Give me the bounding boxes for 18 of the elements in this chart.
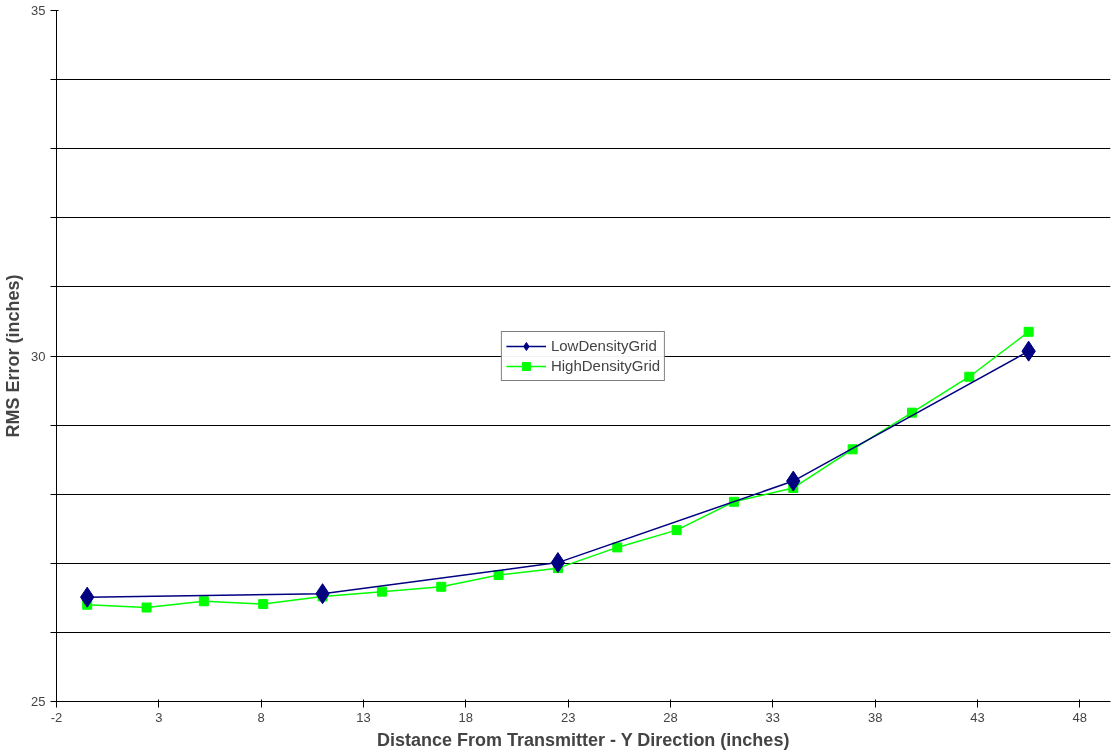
y-tick-label: 35 <box>31 3 46 18</box>
x-tick-label: 38 <box>867 709 883 725</box>
x-tick-label: 3 <box>155 709 163 725</box>
legend-label: HighDensityGrid <box>550 357 661 374</box>
x-tick-label: 8 <box>257 709 265 725</box>
x-tick-label: -2 <box>50 709 63 725</box>
y-axis-title: RMS Error (inches) <box>3 274 24 438</box>
y-tick-label: 30 <box>31 348 46 364</box>
x-tick-label: 18 <box>458 709 474 725</box>
x-tick-label: 43 <box>970 709 985 725</box>
x-tick-label: 48 <box>1072 709 1088 725</box>
y-tick-label: 25 <box>31 694 46 709</box>
x-tick-label: 13 <box>356 709 371 725</box>
x-tick-label: 28 <box>663 709 678 725</box>
legend-label: LowDensityGrid <box>550 337 657 354</box>
x-axis-title: Distance From Transmitter - Y Direction (inches) <box>376 729 790 750</box>
x-tick-label: 33 <box>765 709 781 725</box>
x-tick-label: 23 <box>560 709 576 725</box>
